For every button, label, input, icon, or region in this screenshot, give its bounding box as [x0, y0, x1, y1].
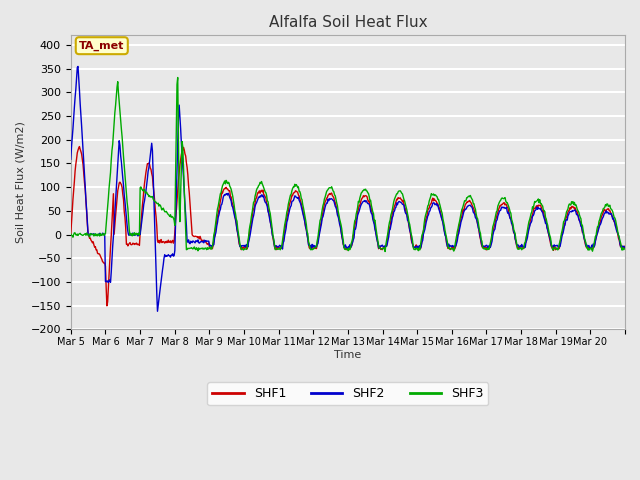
Title: Alfalfa Soil Heat Flux: Alfalfa Soil Heat Flux	[269, 15, 428, 30]
SHF2	[154, 308, 161, 314]
SHF2	[67, 156, 75, 162]
SHF2	[74, 63, 82, 69]
SHF3	[235, 230, 243, 236]
Legend: SHF1, SHF2, SHF3: SHF1, SHF2, SHF3	[207, 383, 488, 406]
SHF3	[381, 249, 389, 254]
X-axis label: Time: Time	[334, 350, 362, 360]
SHF2	[284, 217, 291, 223]
SHF2	[438, 215, 445, 221]
SHF1	[133, 242, 141, 248]
SHF2	[406, 229, 414, 235]
Text: TA_met: TA_met	[79, 41, 124, 51]
Line: SHF3: SHF3	[71, 77, 625, 252]
SHF3	[406, 226, 414, 231]
SHF1	[236, 241, 243, 247]
SHF3	[283, 209, 291, 215]
SHF3	[262, 190, 269, 195]
SHF3	[621, 246, 629, 252]
SHF1	[438, 214, 445, 220]
SHF1	[621, 243, 629, 249]
Line: SHF2: SHF2	[71, 66, 625, 311]
SHF1	[263, 201, 271, 206]
Line: SHF1: SHF1	[71, 146, 625, 306]
SHF2	[263, 202, 271, 207]
Y-axis label: Soil Heat Flux (W/m2): Soil Heat Flux (W/m2)	[15, 121, 25, 243]
SHF1	[76, 144, 83, 149]
SHF1	[406, 230, 414, 236]
SHF1	[284, 212, 291, 218]
SHF3	[174, 74, 182, 80]
SHF3	[67, 231, 75, 237]
SHF1	[103, 303, 111, 309]
SHF2	[236, 239, 243, 244]
SHF3	[438, 208, 445, 214]
SHF2	[132, 231, 140, 237]
SHF3	[132, 232, 140, 238]
SHF1	[67, 231, 75, 237]
SHF2	[621, 245, 629, 251]
